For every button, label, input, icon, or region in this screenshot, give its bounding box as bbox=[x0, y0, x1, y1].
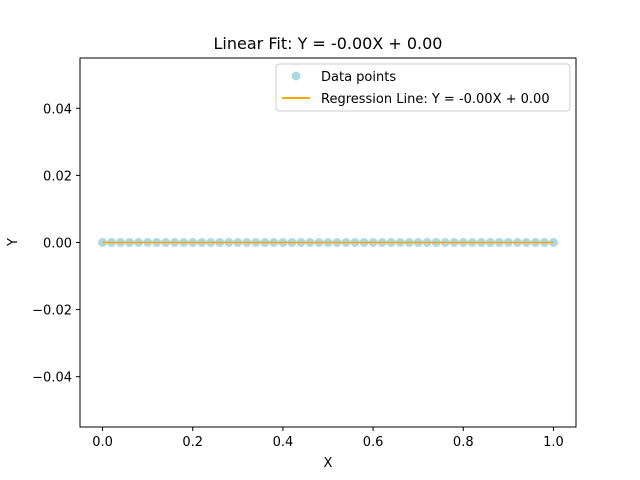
x-tick-label: 0.6 bbox=[363, 435, 384, 450]
legend-frame bbox=[275, 63, 571, 112]
x-tick-label: 0.2 bbox=[182, 435, 203, 450]
chart-title: Linear Fit: Y = -0.00X + 0.00 bbox=[214, 34, 443, 53]
x-tick-label: 1.0 bbox=[543, 435, 564, 450]
y-axis: −0.04 −0.02 0.00 0.02 0.04 bbox=[32, 102, 80, 386]
y-tick-label: 0.00 bbox=[43, 237, 72, 252]
y-tick-label: −0.04 bbox=[32, 371, 72, 386]
legend-label-regression-line: Regression Line: Y = -0.00X + 0.00 bbox=[321, 92, 550, 107]
y-tick-label: 0.04 bbox=[43, 102, 72, 117]
x-axis: 0.0 0.2 0.4 0.6 0.8 1.0 bbox=[92, 427, 564, 450]
legend: Data points Regression Line: Y = -0.00X … bbox=[275, 63, 571, 112]
y-tick-label: 0.02 bbox=[43, 169, 72, 184]
legend-marker-data-points bbox=[291, 71, 301, 81]
y-axis-label: Y bbox=[6, 238, 21, 247]
x-tick-label: 0.8 bbox=[453, 435, 474, 450]
x-tick-label: 0.0 bbox=[92, 435, 113, 450]
x-tick-label: 0.4 bbox=[273, 435, 294, 450]
x-axis-label: X bbox=[324, 456, 333, 471]
y-tick-label: −0.02 bbox=[32, 304, 72, 319]
plot-area bbox=[98, 238, 558, 247]
legend-label-data-points: Data points bbox=[321, 70, 396, 85]
